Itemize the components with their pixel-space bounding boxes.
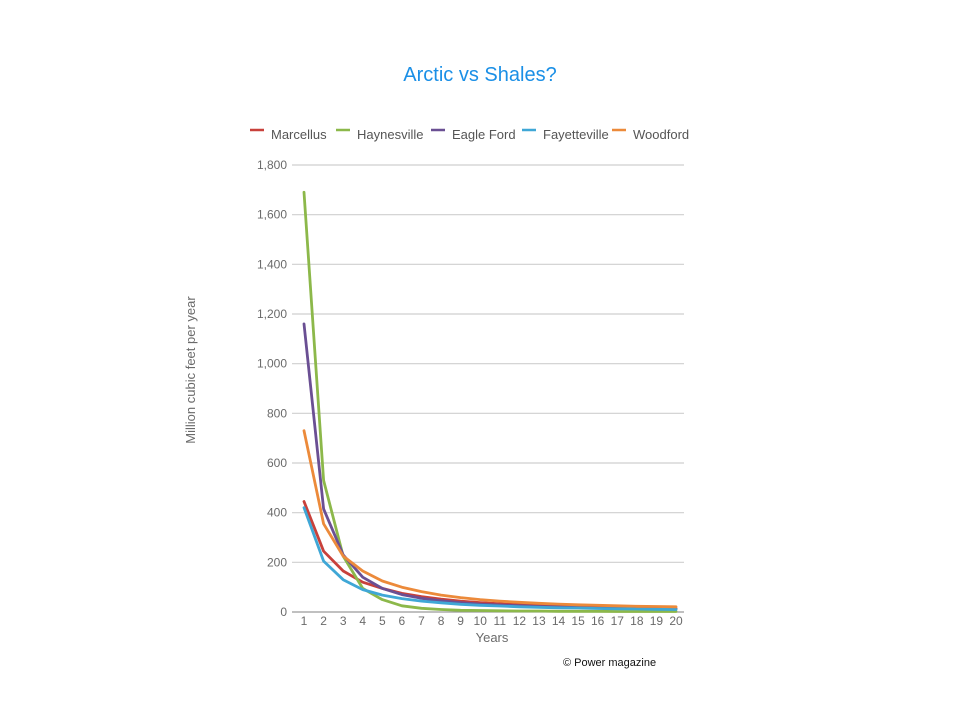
series-line-haynesville [302,190,678,613]
series-line-fayetteville [302,506,678,611]
y-axis-title: Million cubic feet per year [183,296,198,444]
y-tick-label: 600 [267,456,287,470]
legend-item: Eagle Ford [431,127,516,142]
y-tick-label: 0 [280,605,287,619]
x-tick-label: 14 [552,614,566,628]
legend-label: Eagle Ford [452,127,516,142]
x-tick-label: 13 [532,614,546,628]
legend-label: Haynesville [357,127,423,142]
x-tick-label: 6 [399,614,406,628]
x-tick-label: 18 [630,614,644,628]
y-tick-label: 400 [267,506,287,520]
legend-label: Woodford [633,127,689,142]
y-tick-label: 200 [267,555,287,569]
copyright-credit: © Power magazine [563,657,657,669]
x-tick-label: 8 [438,614,445,628]
y-tick-label: 1,800 [257,158,287,172]
y-tick-label: 1,600 [257,208,287,222]
y-tick-label: 1,400 [257,257,287,271]
x-tick-label: 17 [611,614,625,628]
series-line-woodford [302,429,678,609]
legend-item: Fayetteville [522,127,609,142]
x-tick-label: 16 [591,614,605,628]
x-tick-label: 11 [494,614,507,628]
y-axis-ticks: 0 200 400 600 800 1,000 1,200 1,400 1,600 1,800 [257,158,287,619]
x-tick-label: 5 [379,614,386,628]
x-axis-title: Years [476,630,509,645]
series-line-marcellus [302,500,678,610]
legend-label: Fayetteville [543,127,609,142]
legend-item: Haynesville [336,127,423,142]
chart-gridlines [292,164,684,613]
chart-series [302,190,678,613]
x-tick-label: 20 [669,614,683,628]
y-tick-label: 1,000 [257,357,287,371]
x-tick-label: 19 [650,614,664,628]
legend-item: Marcellus [250,127,327,142]
x-tick-label: 3 [340,614,347,628]
x-tick-label: 1 [301,614,308,628]
legend-label: Marcellus [271,127,327,142]
x-tick-label: 4 [359,614,366,628]
x-axis-ticks: 1 2 3 4 5 6 7 8 9 10 11 12 13 14 15 16 17 18 19 20 [301,614,683,628]
slide-title: Arctic vs Shales? [403,64,557,86]
x-tick-label: 10 [474,614,488,628]
legend-item: Woodford [612,127,689,142]
chart-legend: Marcellus Haynesville Eagle Ford Fayettevil… [250,127,689,142]
y-tick-label: 1,200 [257,307,287,321]
x-tick-label: 9 [457,614,464,628]
x-tick-label: 12 [513,614,527,628]
x-tick-label: 15 [571,614,585,628]
series-line-eagle-ford [302,322,678,611]
x-tick-label: 2 [320,614,327,628]
x-tick-label: 7 [418,614,425,628]
y-tick-label: 800 [267,406,287,420]
